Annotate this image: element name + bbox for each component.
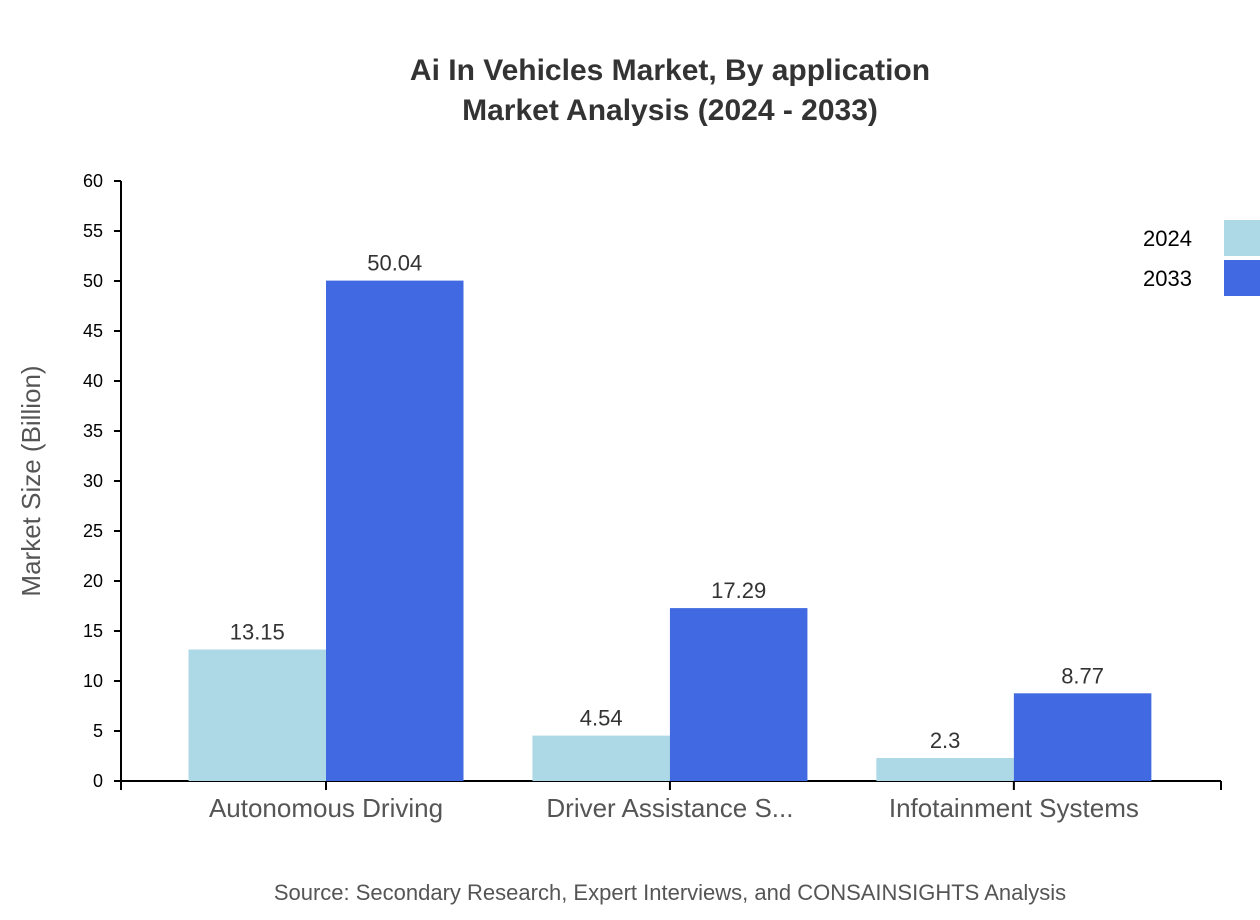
y-tick-label: 60 bbox=[83, 171, 103, 191]
y-tick-label: 30 bbox=[83, 471, 103, 491]
y-tick-label: 55 bbox=[83, 221, 103, 241]
bar-2033 bbox=[1013, 693, 1152, 781]
data-label: 2.3 bbox=[930, 728, 961, 753]
legend-swatch bbox=[1224, 260, 1260, 296]
legend-label: 2033 bbox=[1143, 266, 1192, 291]
y-tick-label: 10 bbox=[83, 671, 103, 691]
x-tick-label: Driver Assistance S... bbox=[546, 793, 793, 823]
data-label: 4.54 bbox=[580, 706, 623, 731]
data-label: 50.04 bbox=[367, 251, 422, 276]
legend-swatch bbox=[1224, 220, 1260, 256]
x-axis: Autonomous Driving Driver Assistance S...… bbox=[120, 780, 1222, 823]
data-label: 8.77 bbox=[1061, 663, 1104, 688]
chart-title-line-2: Market Analysis (2024 - 2033) bbox=[462, 94, 878, 127]
data-label: 13.15 bbox=[230, 620, 285, 645]
y-tick-label: 20 bbox=[83, 571, 103, 591]
bar-2024 bbox=[876, 758, 1014, 781]
chart-title-line-1: Ai In Vehicles Market, By application bbox=[410, 54, 930, 87]
y-axis-label: Market Size (Billion) bbox=[16, 365, 46, 596]
data-label: 17.29 bbox=[711, 578, 766, 603]
bar-2033 bbox=[669, 608, 808, 781]
y-tick-label: 25 bbox=[83, 521, 103, 541]
y-tick-label: 50 bbox=[83, 271, 103, 291]
legend: 2024 2033 bbox=[1143, 220, 1260, 296]
y-tick-label: 0 bbox=[93, 771, 103, 791]
y-tick-label: 15 bbox=[83, 621, 103, 641]
bar-2024 bbox=[532, 735, 670, 781]
x-tick-label: Autonomous Driving bbox=[209, 793, 443, 823]
bars: 13.15 50.04 4.54 17.29 2.3 8.77 bbox=[188, 251, 1152, 781]
bar-2024 bbox=[188, 649, 326, 781]
y-tick-label: 40 bbox=[83, 371, 103, 391]
y-tick-label: 45 bbox=[83, 321, 103, 341]
x-tick-label: Infotainment Systems bbox=[889, 793, 1139, 823]
y-axis: 0 5 10 15 20 25 30 35 40 45 50 55 60 bbox=[83, 171, 122, 791]
source-note: Source: Secondary Research, Expert Inter… bbox=[274, 880, 1066, 905]
legend-label: 2024 bbox=[1143, 226, 1192, 251]
y-tick-label: 5 bbox=[93, 721, 103, 741]
y-tick-label: 35 bbox=[83, 421, 103, 441]
bar-2033 bbox=[326, 280, 464, 781]
